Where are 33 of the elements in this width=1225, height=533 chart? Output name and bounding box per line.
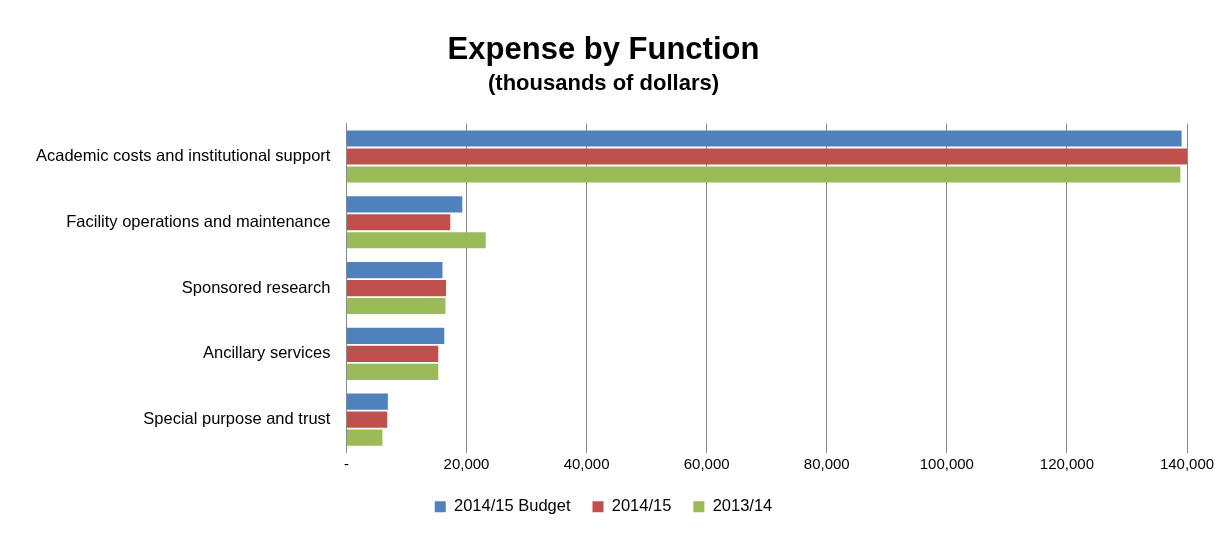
legend-label: 2014/15 Budget (453, 496, 571, 515)
x-tick-label: 20,000 (443, 454, 490, 472)
bar (346, 429, 383, 446)
chart-title: Expense by Function (447, 31, 760, 67)
y-tick-label: Academic costs and institutional support (36, 146, 331, 165)
bar (346, 363, 439, 380)
bar (346, 196, 463, 213)
y-tick-label: Ancillary services (202, 343, 331, 362)
x-tick-label: 80,000 (803, 454, 850, 472)
chart-subtitle: (thousands of dollars) (488, 70, 719, 96)
x-tick-label: - (343, 454, 349, 472)
legend-label: 2013/14 (712, 496, 773, 515)
y-tick-label: Special purpose and trust (143, 409, 331, 428)
bar (346, 232, 486, 249)
bar (346, 393, 388, 410)
x-tick-label: 140,000 (1159, 454, 1215, 472)
bar (346, 279, 447, 297)
bar (346, 148, 1187, 165)
legend-label: 2014/15 (611, 496, 672, 515)
bar (346, 130, 1182, 147)
bar (346, 214, 451, 231)
bar (346, 411, 388, 428)
bar (346, 345, 439, 362)
y-tick-label: Facility operations and maintenance (66, 211, 331, 230)
x-tick-label: 40,000 (563, 454, 610, 472)
bar (346, 166, 1181, 183)
x-tick-label: 120,000 (1039, 454, 1095, 472)
x-tick-label: 60,000 (683, 454, 730, 472)
bar (346, 261, 443, 279)
bar (346, 297, 446, 315)
bar (346, 327, 445, 344)
x-tick-label: 100,000 (919, 454, 974, 472)
y-tick-label: Sponsored research (181, 277, 331, 296)
